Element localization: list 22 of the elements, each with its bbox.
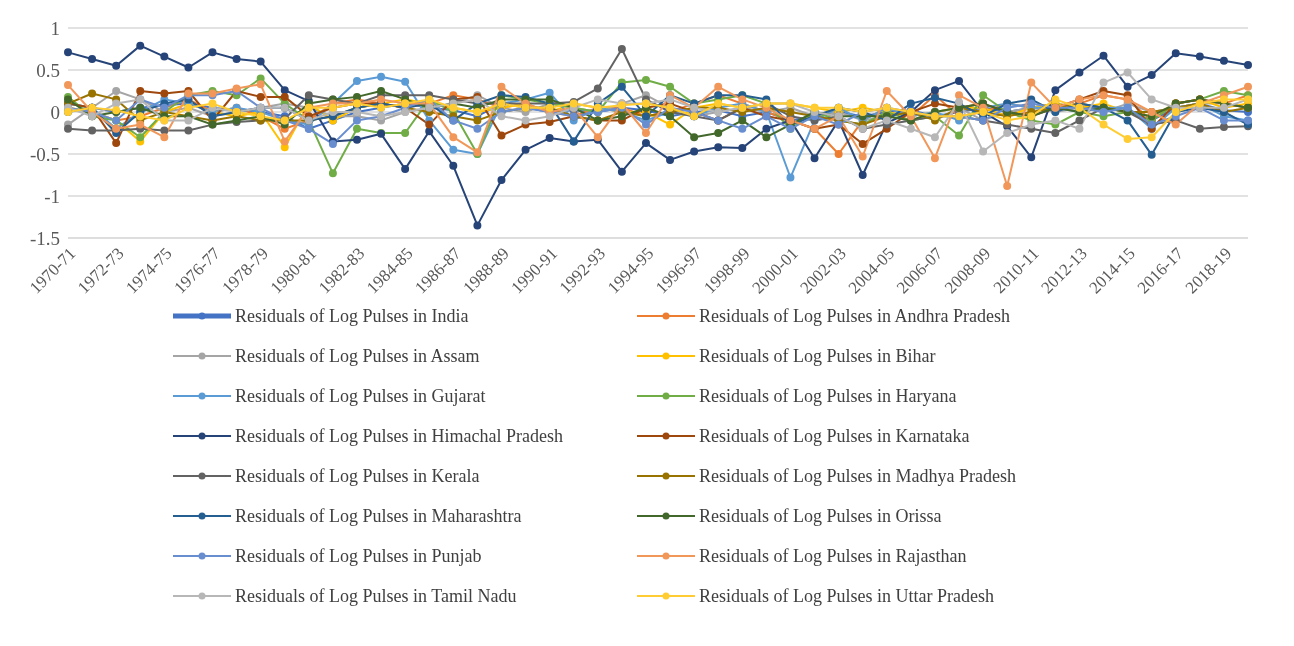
legend-label: Residuals of Log Pulses in India — [235, 305, 469, 327]
y-tick-label: -1.5 — [29, 227, 60, 249]
y-tick-label: 0.5 — [36, 59, 60, 81]
legend-label: Residuals of Log Pulses in Assam — [235, 345, 480, 367]
y-tick-label: -0.5 — [29, 143, 60, 165]
legend-label: Residuals of Log Pulses in Uttar Pradesh — [699, 585, 994, 607]
legend-label: Residuals of Log Pulses in Madhya Pradesh — [699, 465, 1016, 487]
legend-label: Residuals of Log Pulses in Orissa — [699, 505, 942, 527]
legend-label: Residuals of Log Pulses in Bihar — [699, 345, 936, 367]
legend-label: Residuals of Log Pulses in Gujarat — [235, 385, 486, 407]
legend-label: Residuals of Log Pulses in Kerala — [235, 465, 480, 487]
legend-label: Residuals of Log Pulses in Haryana — [699, 385, 957, 407]
legend-label: Residuals of Log Pulses in Rajasthan — [699, 545, 967, 567]
legend-label: Residuals of Log Pulses in Maharashtra — [235, 505, 522, 527]
legend-label: Residuals of Log Pulses in Andhra Pradesh — [699, 305, 1010, 327]
y-tick-label: -1 — [44, 185, 60, 207]
legend-label: Residuals of Log Pulses in Karnataka — [699, 425, 970, 447]
legend-label: Residuals of Log Pulses in Himachal Pradesh — [235, 425, 563, 447]
legend-label: Residuals of Log Pulses in Punjab — [235, 545, 482, 567]
y-tick-label: 1 — [50, 17, 60, 39]
legend-label: Residuals of Log Pulses in Tamil Nadu — [235, 585, 517, 607]
y-tick-label: 0 — [50, 101, 60, 123]
